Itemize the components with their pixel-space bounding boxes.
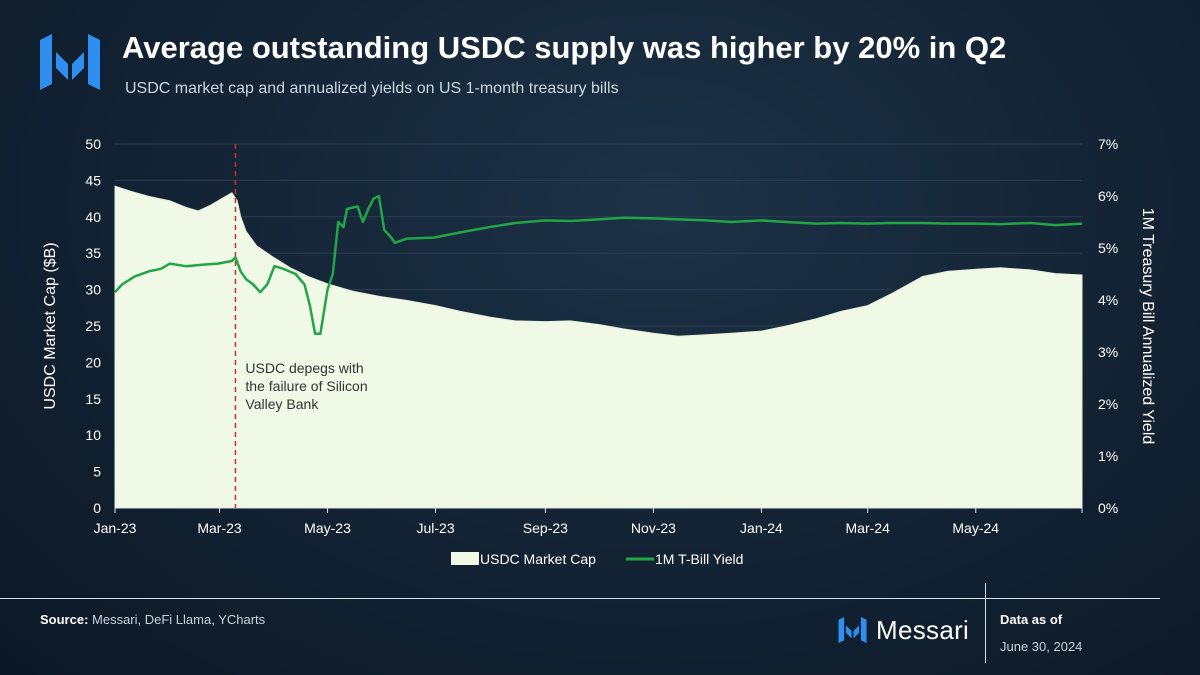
- messari-logo-icon: [838, 616, 867, 643]
- y-right-tick-label: 7%: [1098, 136, 1118, 152]
- y-right-tick-label: 3%: [1098, 344, 1118, 360]
- y-left-axis-title: USDC Market Cap ($B): [42, 242, 59, 409]
- x-tick-label: Jan-24: [740, 520, 783, 536]
- y-right-axis-title: 1M Treasury Bill Annualized Yield: [1139, 208, 1156, 445]
- y-left-tick-label: 20: [85, 354, 101, 370]
- x-tick-label: Nov-23: [631, 520, 676, 536]
- y-left-tick-label: 5: [93, 464, 101, 480]
- brand-name: Messari: [876, 615, 970, 645]
- chart-subtitle: USDC market cap and annualized yields on…: [125, 80, 619, 97]
- source-note: Source: Messari, DeFi Llama, YCharts: [40, 612, 265, 627]
- depeg-annotation-text: USDC depegs with the failure of Silicon Va…: [245, 360, 367, 412]
- logo-icon: [40, 34, 100, 90]
- x-tick-label: Jul-23: [416, 520, 454, 536]
- y-left-tick-label: 40: [85, 209, 101, 225]
- y-right-tick-label: 6%: [1098, 188, 1118, 204]
- x-tick-label: Mar-24: [846, 520, 891, 536]
- y-left-tick-label: 10: [85, 427, 101, 443]
- legend-swatch-market-cap: [451, 552, 479, 565]
- tbill-yield-line: [114, 194, 1083, 336]
- usdc-market-cap-area: [114, 185, 1083, 509]
- chart-title: Average outstanding USDC supply was high…: [122, 30, 1007, 65]
- y-right-tick-label: 4%: [1098, 292, 1118, 308]
- y-left-tick-label: 35: [85, 245, 101, 261]
- footer-vertical-divider: [985, 583, 986, 663]
- x-tick-label: Mar-23: [197, 520, 242, 536]
- legend-label-yield: 1M T-Bill Yield: [655, 551, 743, 567]
- y-right-tick-label: 2%: [1098, 396, 1118, 412]
- source-text: Messari, DeFi Llama, YCharts: [88, 612, 266, 627]
- brand-logo: Messari: [838, 615, 969, 646]
- y-right-tick-label: 1%: [1098, 448, 1118, 464]
- y-left-tick-label: 0: [93, 500, 101, 516]
- legend-label-market-cap: USDC Market Cap: [480, 551, 596, 567]
- y-right-tick-label: 5%: [1098, 240, 1118, 256]
- x-tick-label: May-24: [952, 520, 999, 536]
- data-as-of-date: June 30, 2024: [1000, 639, 1083, 654]
- y-left-tick-label: 30: [85, 282, 101, 298]
- y-left-tick-label: 50: [85, 136, 101, 152]
- chart-area: 0 5 10 15 20 25 30 35 40 45 50 0% 1% 2% 3% 4% 5% 6% 7% Jan-…: [42, 136, 1156, 567]
- y-right-tick-label: 0%: [1098, 500, 1118, 516]
- y-left-tick-label: 15: [85, 391, 101, 407]
- x-tick-label: Sep-23: [523, 520, 568, 536]
- x-tick-label: May-23: [304, 520, 351, 536]
- source-label: Source:: [40, 612, 89, 627]
- y-left-tick-label: 25: [85, 318, 101, 334]
- x-tick-label: Jan-23: [94, 520, 137, 536]
- data-as-of-label: Data as of: [1000, 612, 1063, 627]
- y-left-tick-label: 45: [85, 172, 101, 188]
- footer-divider: [0, 598, 1160, 599]
